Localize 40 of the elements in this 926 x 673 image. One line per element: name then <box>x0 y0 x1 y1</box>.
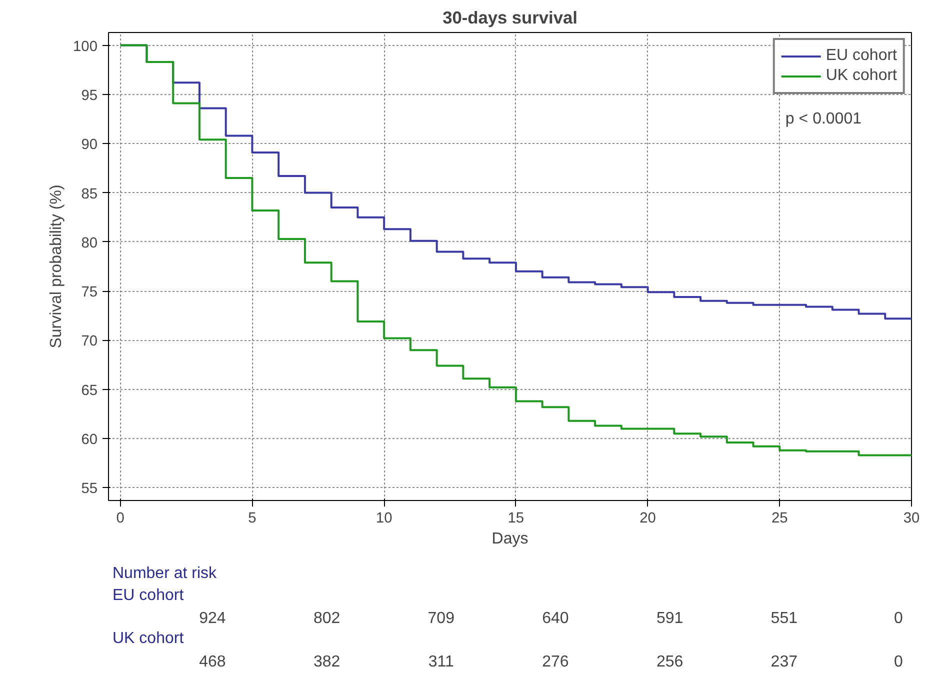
text: 468 <box>199 653 226 670</box>
y-axis-title: Survival probability (%) <box>48 184 66 348</box>
legend-label: UK cohort <box>826 67 897 85</box>
text: 311 <box>428 653 454 670</box>
text: 924 <box>199 610 226 627</box>
text: 640 <box>542 610 569 627</box>
x-tick-label: 15 <box>508 510 524 526</box>
y-tick-label: 85 <box>81 186 98 202</box>
text: 276 <box>542 653 569 670</box>
text: 709 <box>428 610 455 627</box>
text: Number at risk <box>112 565 218 582</box>
text: 0 <box>894 610 904 627</box>
y-tick-label: 90 <box>81 137 98 154</box>
annotation: p < 0.0001 <box>785 110 862 128</box>
y-tick-label: 55 <box>81 481 98 498</box>
y-tick-label: 75 <box>81 284 98 301</box>
text: 382 <box>313 653 340 670</box>
legend-label: EU cohort <box>826 47 897 65</box>
y-tick-label: 70 <box>81 334 98 350</box>
text: 0 <box>894 653 904 670</box>
text: UK cohort <box>112 630 184 648</box>
text: 551 <box>770 610 798 627</box>
text: EU cohort <box>112 586 184 604</box>
x-tick-label: 0 <box>116 510 124 526</box>
x-tick-label: 25 <box>771 510 788 526</box>
text: 802 <box>313 610 340 627</box>
x-tick-label: 5 <box>248 510 256 526</box>
x-tick-label: 10 <box>376 510 392 526</box>
x-tick-label: 30 <box>903 510 920 526</box>
chart-title: 30-days survival <box>442 8 578 28</box>
x-axis-title: Days <box>492 530 528 548</box>
x-tick-label: 20 <box>640 510 656 526</box>
y-tick-label: 100 <box>73 38 98 55</box>
text: 237 <box>770 653 798 670</box>
y-tick-label: 65 <box>81 382 98 399</box>
text: 256 <box>656 653 684 670</box>
text: 591 <box>656 610 684 627</box>
y-tick-label: 80 <box>81 235 98 252</box>
y-tick-label: 95 <box>81 88 98 104</box>
y-tick-label: 60 <box>81 432 98 448</box>
